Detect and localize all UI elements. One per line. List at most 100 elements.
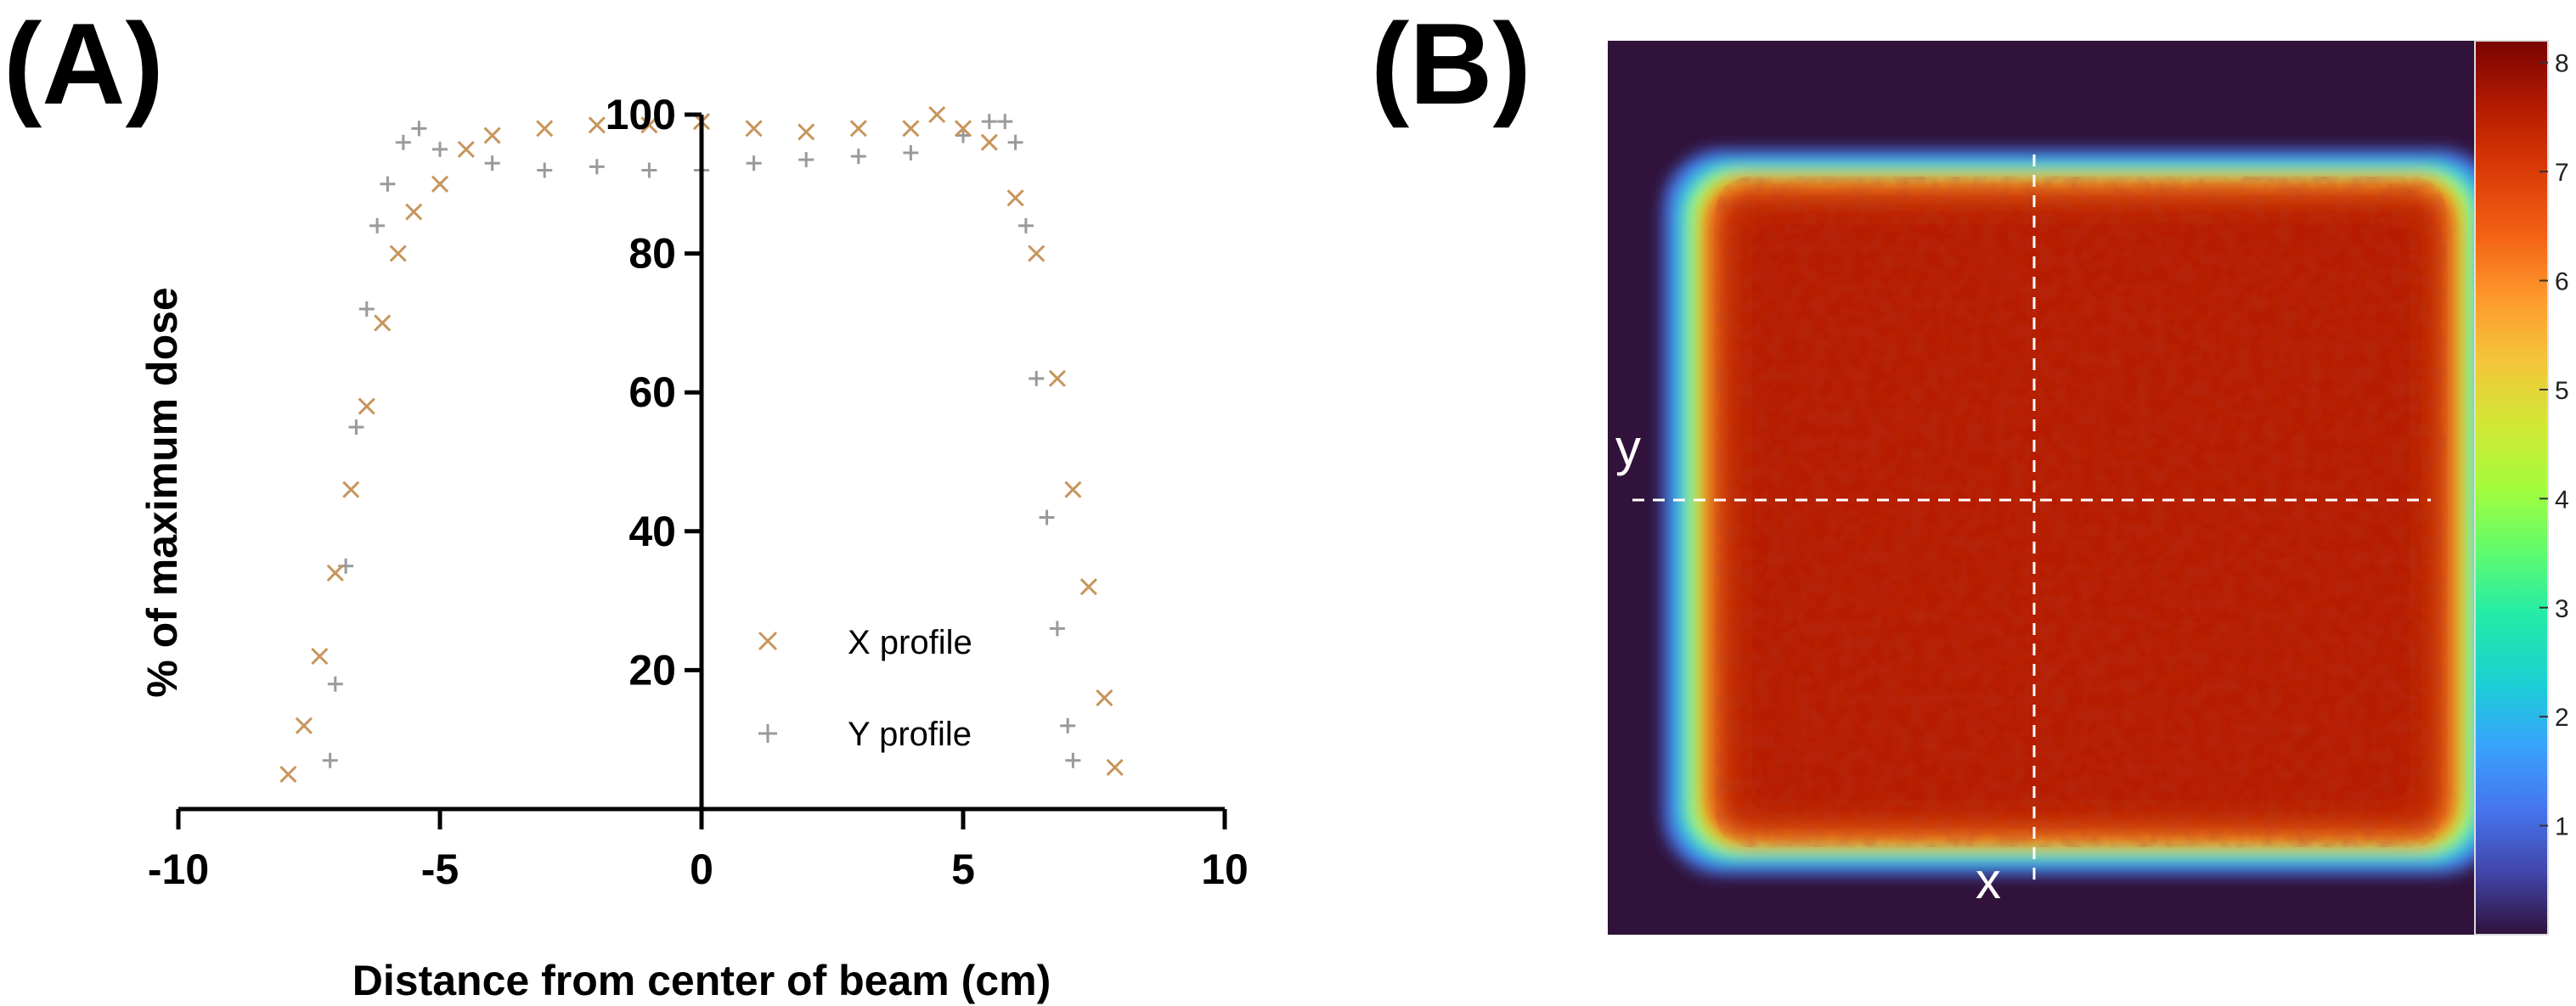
data-point-x-profile bbox=[389, 244, 407, 262]
profile-axes: -10 -5 0 5 10 20 40 60 80 100 bbox=[148, 91, 1249, 893]
colorbar-ticks: 1 2 3 4 5 6 7 8 bbox=[2539, 50, 2569, 841]
colorbar-tick-label: 4 bbox=[2555, 486, 2569, 514]
colorbar-tick-label: 2 bbox=[2555, 704, 2569, 732]
data-point-x-profile bbox=[1028, 244, 1046, 262]
data-point-x-profile bbox=[358, 397, 375, 415]
panel-a-label: (A) bbox=[3, 0, 164, 128]
data-point-x-profile bbox=[928, 105, 946, 124]
data-point-x-profile bbox=[326, 564, 344, 582]
data-point-y-profile bbox=[746, 155, 762, 171]
colorbar-gradient bbox=[2474, 40, 2549, 936]
data-point-y-profile bbox=[798, 152, 815, 168]
dose-heatmap bbox=[1608, 41, 2547, 935]
x-axis-label: Distance from center of beam (cm) bbox=[352, 957, 1051, 1004]
crosshair-label-x: x bbox=[1976, 852, 2001, 909]
legend-marker-x-symbol bbox=[758, 631, 778, 651]
data-point-y-profile bbox=[1007, 134, 1023, 150]
data-point-x-profile bbox=[536, 120, 554, 138]
data-point-x-profile bbox=[798, 123, 815, 141]
data-point-y-profile bbox=[338, 558, 354, 574]
data-point-x-profile bbox=[745, 120, 763, 138]
y-tick-label: 40 bbox=[628, 508, 676, 555]
data-point-y-profile bbox=[850, 149, 866, 165]
colorbar-tick-label: 3 bbox=[2555, 595, 2569, 623]
data-point-y-profile bbox=[369, 217, 386, 233]
colorbar-tick-label: 6 bbox=[2555, 268, 2569, 296]
x-tick-label: -5 bbox=[421, 846, 459, 893]
legend-item-x-profile: X profile bbox=[758, 624, 972, 661]
y-tick-label: 80 bbox=[628, 230, 676, 278]
data-point-y-profile bbox=[395, 134, 411, 150]
data-point-y-profile bbox=[955, 127, 971, 143]
field-speckle bbox=[1716, 177, 2446, 847]
data-point-y-profile bbox=[380, 176, 396, 192]
colorbar: 1 2 3 4 5 6 7 8 bbox=[2474, 40, 2569, 936]
data-point-y-profile bbox=[432, 141, 448, 157]
data-point-y-profile bbox=[641, 162, 657, 178]
data-point-x-profile bbox=[1106, 758, 1124, 776]
data-point-x-profile bbox=[1048, 369, 1066, 387]
colorbar-tick-label: 7 bbox=[2555, 159, 2569, 187]
data-point-y-profile bbox=[1039, 509, 1055, 525]
data-point-x-profile bbox=[311, 647, 329, 666]
data-point-y-profile bbox=[1017, 217, 1034, 233]
colorbar-tick-label: 1 bbox=[2555, 813, 2569, 841]
data-point-y-profile bbox=[1065, 752, 1081, 768]
data-point-x-profile bbox=[640, 116, 658, 134]
data-point-x-profile bbox=[954, 120, 972, 138]
data-point-x-profile bbox=[483, 126, 501, 144]
data-point-x-profile bbox=[1079, 578, 1097, 596]
colorbar-tick-label: 5 bbox=[2555, 377, 2569, 405]
panel-b-label: (B) bbox=[1371, 0, 1531, 128]
y-axis-label: % of maximum dose bbox=[138, 287, 186, 697]
legend-marker-y-symbol bbox=[758, 724, 777, 743]
data-point-y-profile bbox=[589, 159, 605, 175]
legend-marker-y-profile bbox=[758, 724, 777, 743]
data-point-x-profile bbox=[279, 766, 297, 784]
data-point-x-profile bbox=[902, 120, 920, 138]
legend-marker-x-profile bbox=[758, 631, 778, 651]
data-point-x-profile bbox=[1064, 481, 1082, 498]
data-point-x-profile bbox=[1006, 189, 1024, 207]
legend-label-y-profile: Y profile bbox=[848, 716, 972, 753]
panel-b-dose-map: (B) x y 1 2 3 4 5 6 7 8 bbox=[1371, 0, 2569, 936]
x-tick-label: 10 bbox=[1201, 846, 1249, 893]
data-point-y-profile bbox=[903, 144, 919, 160]
data-point-y-profile bbox=[1049, 621, 1065, 637]
data-point-x-profile bbox=[980, 133, 998, 151]
data-point-y-profile bbox=[348, 419, 364, 436]
data-point-y-profile bbox=[997, 114, 1013, 130]
data-point-x-profile bbox=[342, 481, 360, 498]
data-point-y-profile bbox=[537, 162, 553, 178]
panel-a-profile-chart: (A) -10 -5 0 5 10 20 40 60 80 100 Distance from c… bbox=[3, 0, 1249, 1004]
x-tick-label: -10 bbox=[148, 846, 209, 893]
profile-legend: X profile Y profile bbox=[758, 624, 972, 753]
series-y-profile bbox=[322, 114, 1081, 768]
x-tick-label: 0 bbox=[690, 846, 713, 893]
data-point-y-profile bbox=[411, 121, 427, 137]
y-tick-label: 100 bbox=[606, 91, 676, 138]
data-point-x-profile bbox=[374, 314, 392, 332]
series-x-profile bbox=[279, 105, 1124, 784]
data-point-y-profile bbox=[484, 155, 500, 171]
crosshair-label-y: y bbox=[1615, 419, 1641, 476]
data-point-x-profile bbox=[1096, 689, 1113, 707]
data-point-y-profile bbox=[358, 301, 375, 318]
x-tick-label: 5 bbox=[951, 846, 975, 893]
colorbar-tick-label: 8 bbox=[2555, 50, 2569, 78]
legend-item-y-profile: Y profile bbox=[758, 716, 972, 753]
y-tick-label: 60 bbox=[628, 368, 676, 416]
legend-label-x-profile: X profile bbox=[848, 624, 972, 661]
data-point-x-profile bbox=[405, 203, 423, 221]
data-point-x-profile bbox=[295, 717, 313, 734]
data-point-y-profile bbox=[1060, 717, 1076, 733]
data-point-x-profile bbox=[588, 116, 606, 134]
data-point-y-profile bbox=[981, 114, 997, 130]
data-point-x-profile bbox=[431, 175, 449, 193]
data-point-y-profile bbox=[327, 676, 343, 692]
data-point-y-profile bbox=[322, 752, 338, 768]
data-point-x-profile bbox=[849, 120, 867, 138]
y-tick-label: 20 bbox=[628, 646, 676, 694]
data-point-x-profile bbox=[457, 140, 475, 158]
